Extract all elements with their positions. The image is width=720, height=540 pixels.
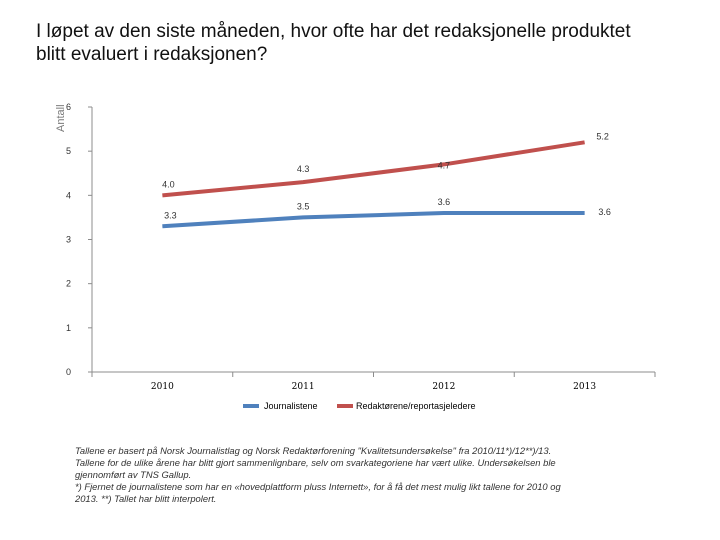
footnote-line-4: *) Fjernet de journalistene som har en «… [75,481,561,492]
data-label: 4.0 [162,179,175,189]
x-tick-label: 2013 [573,382,596,392]
title-line-2: blitt evaluert i redaksjonen? [36,44,268,65]
y-tick-label: 0 [66,367,71,377]
x-tick-label: 2011 [292,382,315,392]
y-axis-label: Antall [55,104,67,132]
y-tick-label: 1 [66,323,71,333]
y-tick-label: 3 [66,235,71,245]
data-label: 4.3 [297,164,310,174]
page-title: I løpet av den siste måneden, hvor ofte … [36,20,696,66]
data-label: 3.5 [297,201,310,211]
footnote: Tallene er basert på Norsk Journalistlag… [75,445,635,505]
data-label: 5.2 [596,131,609,141]
footnote-line-3: gjennomført av TNS Gallup. [75,469,192,480]
chart-series [162,140,585,229]
legend-label-2: Redaktørene/reportasjeledere [356,401,476,411]
series-line-2 [162,140,585,198]
data-label: 3.6 [438,197,451,207]
data-label: 4.7 [438,160,451,170]
chart-legend: Journalistene Redaktørene/reportasjeleder… [243,401,476,411]
legend-label-1: Journalistene [264,401,318,411]
chart-data-labels: 3.3 3.5 3.6 3.6 4.0 4.3 4.7 5.2 [162,131,611,220]
footnote-line-5: 2013. **) Tallet har blitt interpolert. [75,493,217,504]
y-tick-label: 2 [66,279,71,289]
footnote-line-1: Tallene er basert på Norsk Journalistlag… [75,445,552,456]
title-line-1: I løpet av den siste måneden, hvor ofte … [36,21,631,42]
x-tick-label: 2012 [432,382,455,392]
x-tick-label: 2010 [151,382,174,392]
y-tick-label: 4 [66,190,71,200]
series-line-1 [162,211,585,229]
y-tick-label: 5 [66,146,71,156]
footnote-line-2: Tallene for de ulike årene har blitt gjo… [75,457,556,468]
y-tick-label: 6 [66,102,71,112]
data-label: 3.3 [164,210,177,220]
chart-axes: 0 1 2 3 4 5 6 2010 2011 2012 2013 [66,102,656,392]
data-label: 3.6 [598,207,611,217]
